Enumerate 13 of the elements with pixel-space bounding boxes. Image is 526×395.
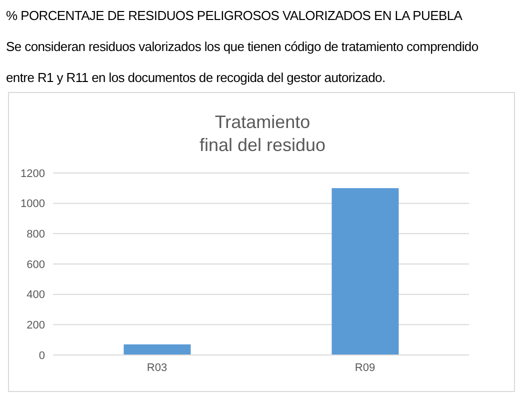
y-tick-label: 1000 <box>20 198 45 210</box>
y-tick-label: 600 <box>26 258 45 271</box>
text: Se consideran residuos valorizados los que tienen código de tratamiento comprendido <box>6 39 478 54</box>
y-tick-label: 800 <box>26 228 45 241</box>
chart-title: Tratamiento final del residuo <box>198 111 327 157</box>
y-tick-label: 0 <box>38 350 45 362</box>
y-tick-label: 1200 <box>20 168 45 180</box>
y-tick-label: 200 <box>26 320 45 332</box>
y-tick-label: 400 <box>26 289 45 302</box>
x-tick-label: R03 <box>146 362 168 374</box>
x-tick-label: R09 <box>354 362 376 374</box>
text: % PORCENTAJE DE RESIDUOS PELIGROSOS VALORIZADOS EN LA PUEBLA <box>6 8 462 23</box>
text: entre R1 y R11 en los documentos de recogida del gestor autorizado. <box>6 70 386 85</box>
